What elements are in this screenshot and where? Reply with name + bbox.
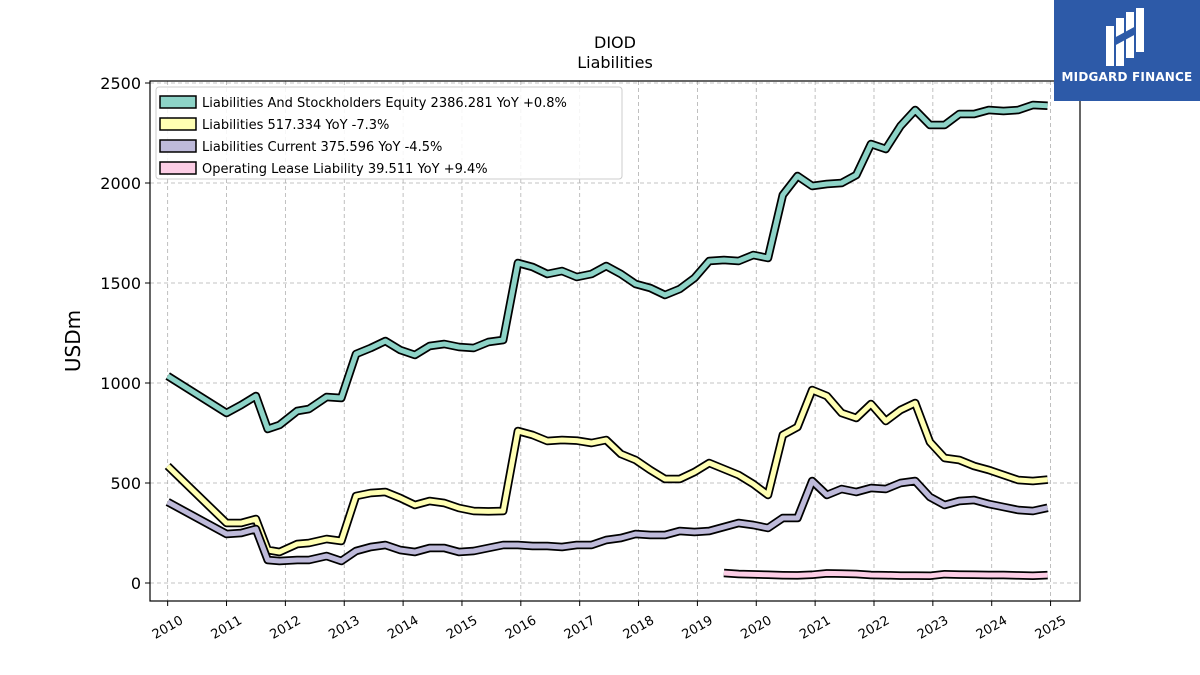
x-tick-label: 2015 [444, 613, 480, 643]
y-axis-label: USDm [61, 310, 85, 372]
x-tick-label: 2025 [1033, 613, 1069, 643]
midgard-logo-icon [1106, 8, 1144, 66]
legend-entry-0: Liabilities And Stockholders Equity 2386… [202, 96, 567, 111]
y-tick-label: 0 [131, 574, 141, 593]
x-tick-label: 2017 [562, 613, 598, 643]
y-tick-label: 2000 [100, 174, 141, 193]
x-tick-label: 2013 [326, 613, 362, 643]
legend: Liabilities And Stockholders Equity 2386… [155, 86, 623, 180]
series-outline-2 [165, 476, 1049, 566]
chart-subtitle: Liabilities [577, 53, 653, 72]
y-tick-label: 2500 [100, 74, 141, 93]
x-tick-label: 2011 [209, 613, 245, 643]
brand-name: MIDGARD FINANCE [1061, 70, 1193, 84]
series-line-1 [165, 387, 1048, 555]
x-tick-label: 2012 [268, 613, 304, 643]
chart-title: DIOD [594, 33, 636, 52]
series-line-0 [166, 102, 1048, 432]
series-line-3 [723, 570, 1048, 579]
legend-swatch-1 [159, 117, 197, 131]
x-tick-label: 2024 [974, 613, 1010, 643]
legend-box [155, 86, 623, 180]
plot-frame [149, 80, 1081, 602]
x-tick-label: 2014 [385, 613, 421, 643]
legend-entry-2: Liabilities Current 375.596 YoY -4.5% [202, 140, 442, 155]
y-tick-label: 1000 [100, 374, 141, 393]
x-tick-label: 2019 [680, 613, 716, 643]
x-tick-label: 2022 [856, 613, 892, 643]
x-tick-label: 2018 [621, 613, 657, 643]
legend-swatch-3 [159, 161, 197, 175]
x-tick-label: 2010 [150, 613, 186, 643]
series-layer [164, 100, 1049, 581]
x-tick-label: 2023 [915, 613, 951, 643]
y-tick-label: 1500 [100, 274, 141, 293]
brand-logo: MIDGARD FINANCE [1054, 0, 1200, 101]
x-tick-label: 2016 [503, 613, 539, 643]
x-tick-label: 2020 [738, 613, 774, 643]
legend-swatch-2 [159, 139, 197, 153]
series-line-2 [166, 478, 1049, 564]
legend-entry-1: Liabilities 517.334 YoY -7.3% [202, 118, 389, 133]
y-tick-label: 500 [110, 474, 141, 493]
legend-swatch-0 [159, 95, 197, 109]
x-tick-label: 2021 [797, 613, 833, 643]
legend-entry-3: Operating Lease Liability 39.511 YoY +9.… [202, 162, 488, 177]
